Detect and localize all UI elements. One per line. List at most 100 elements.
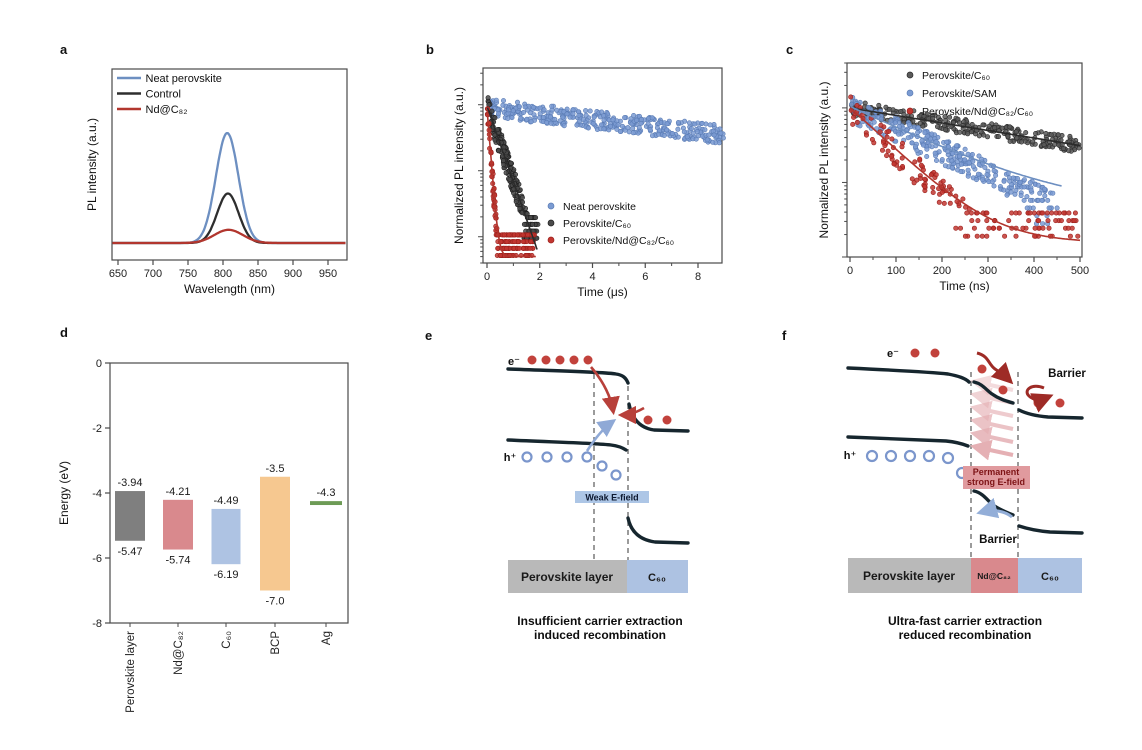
svg-b-fitline-1	[486, 107, 538, 250]
svg-text:-5.47: -5.47	[117, 546, 142, 558]
energy-bar-4: -4.3	[310, 487, 342, 506]
svg-text:Control: Control	[146, 89, 181, 101]
electron-dots-extracted	[643, 415, 672, 425]
hole-dots	[521, 451, 622, 481]
panel-e-diagram: e⁻ h⁺ Weak E-field Perovskite laye	[504, 355, 690, 642]
svg-text:Wavelength (nm): Wavelength (nm)	[184, 282, 275, 296]
panel-a-plot: 650 700 750 800 850 900 950 Wavelength (nm) PL i…	[85, 68, 348, 296]
svg-text:Perovskite/C₆₀: Perovskite/C₆₀	[922, 70, 990, 82]
svg-b-series-2	[484, 106, 537, 259]
svg-c-legend: Perovskite/C₆₀ Perovskite/SAM Perovskite/N…	[906, 70, 1033, 118]
panel-e: e e⁻ h⁺	[420, 320, 760, 655]
svg-text:0: 0	[847, 265, 853, 277]
energy-bar-0: -3.94 -5.47	[115, 477, 145, 558]
svg-text:400: 400	[1025, 265, 1043, 277]
svg-text:Perovskite/SAM: Perovskite/SAM	[922, 88, 997, 100]
panel-c: c 0 100 200 300 400 500 Time (ns) Normalized PL…	[760, 30, 1105, 315]
electron-recombination-arrow	[590, 366, 620, 416]
strong-efield-label-line2: strong E-field	[967, 477, 1025, 487]
layer-ndc82	[971, 558, 1018, 593]
hole-barrier-arrow	[976, 497, 1013, 519]
panel-f-label: f	[782, 328, 787, 343]
svg-text:-2: -2	[92, 423, 102, 435]
panel-f: f	[760, 320, 1142, 660]
svg-text:Perovskite/Nd@C₈₂/C₆₀: Perovskite/Nd@C₈₂/C₆₀	[563, 235, 674, 247]
layer-c60-label: C₆₀	[648, 572, 666, 584]
conduction-band-c60	[1017, 408, 1084, 420]
svg-text:800: 800	[214, 268, 232, 280]
hole-dots	[865, 449, 969, 480]
electron-label: e⁻	[508, 356, 520, 368]
svg-text:-4.21: -4.21	[165, 486, 190, 498]
panel-a-chart: 650 700 750 800 850 900 950 Wavelength (nm) PL i…	[85, 68, 348, 296]
panel-d-plot: 0 -2 -4 -6 -8 Energy (eV) -3.94 -5.47 Perovskite…	[57, 358, 349, 713]
strong-efield-label-line1: Permanent	[973, 467, 1020, 477]
valence-band-c60	[626, 516, 690, 545]
svg-text:Ag: Ag	[321, 631, 333, 645]
caption-e-line1: Insufficient carrier extraction	[517, 614, 682, 628]
svg-text:8: 8	[695, 271, 701, 283]
svg-text:700: 700	[144, 268, 162, 280]
panel-a-series-1	[112, 192, 346, 245]
svg-b-fitline-2	[486, 110, 536, 258]
layer-ndc82-label: Nd@C₈₂	[977, 571, 1011, 581]
svg-text:Normalized PL intensity (a.u.): Normalized PL intensity (a.u.)	[452, 87, 466, 244]
panel-d: d 0 -2 -4 -6 -8 Energy (eV) -3.94 -5.47 Perovski…	[40, 320, 370, 750]
panel-e-label: e	[425, 328, 433, 343]
panel-d-label: d	[60, 325, 68, 340]
electron-dots	[527, 355, 593, 365]
strong-efield-box	[963, 466, 1030, 489]
electron-barrier-loop-arrow	[1025, 384, 1054, 413]
panel-a-label: a	[60, 42, 68, 57]
conduction-band-c60	[627, 402, 690, 433]
svg-text:Neat perovskite: Neat perovskite	[563, 201, 636, 213]
panel-d-chart: 0 -2 -4 -6 -8 Energy (eV) -3.94 -5.47 Perovskite…	[57, 358, 349, 713]
svg-text:Neat perovskite: Neat perovskite	[146, 73, 222, 85]
svg-text:900: 900	[284, 268, 302, 280]
layer-c60-label: C₆₀	[1041, 571, 1059, 583]
svg-text:-7.0: -7.0	[266, 596, 285, 608]
svg-text:PL intensity (a.u.): PL intensity (a.u.)	[85, 118, 99, 211]
svg-text:BCP: BCP	[270, 631, 282, 655]
svg-text:-6: -6	[92, 553, 102, 565]
layer-c60	[627, 560, 688, 593]
valence-band-perovskite	[846, 435, 970, 448]
energy-bar-2: -4.49 -6.19	[211, 495, 241, 581]
layer-c60	[1018, 558, 1082, 593]
conduction-band-ndc82	[972, 380, 1015, 405]
svg-text:-8: -8	[92, 618, 102, 630]
panel-a-series-0	[112, 131, 346, 245]
svg-b-legend: Neat perovskite Perovskite/C₆₀ Perovskite/…	[547, 201, 674, 247]
svg-c-fitline-1	[850, 105, 1062, 187]
electron-extraction-arrow	[976, 351, 1014, 385]
svg-text:750: 750	[179, 268, 197, 280]
svg-text:650: 650	[109, 268, 127, 280]
svg-text:Perovskite layer: Perovskite layer	[125, 631, 137, 713]
panel-c-label: c	[786, 42, 794, 57]
svg-text:-5.74: -5.74	[165, 555, 190, 567]
svg-text:0: 0	[96, 358, 102, 370]
svg-c-plot: 0 100 200 300 400 500 Time (ns) Normalized PL i…	[817, 62, 1089, 293]
hole-recombination-arrow	[585, 418, 617, 452]
svg-c-fitline-2	[849, 107, 1081, 242]
layer-perovskite	[848, 558, 971, 593]
conduction-band-perovskite	[846, 366, 971, 384]
svg-text:-4.49: -4.49	[213, 495, 238, 507]
svg-text:2: 2	[537, 271, 543, 283]
svg-text:-4.3: -4.3	[317, 487, 336, 499]
panel-a: a 650 700 750 800 850 900 950 Wavelength (nm) PL…	[40, 30, 370, 315]
svg-c-series-2	[848, 94, 1081, 239]
svg-text:-4: -4	[92, 488, 102, 500]
svg-text:Perovskite/C₆₀: Perovskite/C₆₀	[563, 218, 631, 230]
hole-label: h⁺	[504, 452, 517, 464]
barrier-top-label: Barrier	[1048, 368, 1086, 380]
layer-perovskite-label: Perovskite layer	[521, 570, 613, 584]
energy-bar-1: -4.21 -5.74	[163, 486, 193, 567]
svg-b-series-0	[486, 97, 726, 146]
panel-b: b 0 2 4 6 8 Time (μs) Normalized PL intensity …	[420, 30, 750, 315]
weak-efield-label: Weak E-field	[585, 493, 638, 503]
caption-f-line1: Ultra-fast carrier extraction	[888, 614, 1042, 628]
svg-text:-3.94: -3.94	[117, 477, 142, 489]
svg-text:300: 300	[979, 265, 997, 277]
electron-label: e⁻	[887, 348, 899, 360]
